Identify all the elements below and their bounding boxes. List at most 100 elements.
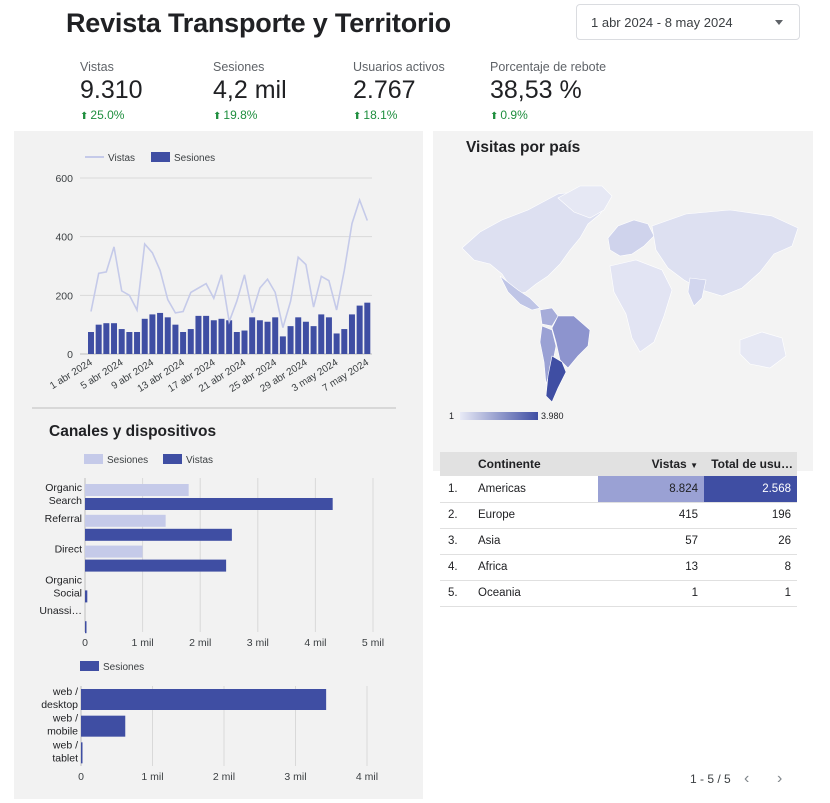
sesiones-bar: [249, 317, 256, 354]
sesiones-bar: [164, 317, 171, 354]
legend-sesiones-swatch: [151, 152, 170, 162]
y-tick-label: 200: [55, 290, 73, 302]
sesiones-bar: [287, 326, 294, 354]
kpi-label: Vistas: [80, 60, 114, 74]
map-region-australia[interactable]: [739, 331, 787, 369]
sesiones-bar: [126, 332, 133, 354]
vistas-series-line: [90, 197, 369, 328]
arrow-up-icon: ⬆: [80, 111, 89, 122]
arrow-up-icon: ⬆: [213, 111, 222, 122]
row-views: 57: [598, 528, 704, 555]
map-region-india[interactable]: [687, 277, 707, 307]
header-total-usuarios[interactable]: Total de usu…: [704, 452, 797, 476]
arrow-up-icon: ⬆: [490, 111, 499, 122]
row-continent: Asia: [472, 528, 598, 555]
kpi-label: Porcentaje de rebote: [490, 60, 607, 74]
table-row[interactable]: 2. Europe 415 196: [440, 502, 797, 529]
kpi-delta-value: 18.1%: [363, 108, 398, 122]
table-row[interactable]: 1. Americas 8.824 2.568: [440, 476, 797, 503]
channels-title: Canales y dispositivos: [49, 423, 217, 440]
sesiones-bar: [325, 317, 332, 354]
row-users: 26: [704, 528, 797, 555]
row-views: 13: [598, 554, 704, 581]
sesiones-bar: [364, 302, 371, 354]
sesiones-bar: [203, 315, 210, 354]
sesiones-bar: [172, 324, 179, 354]
sesiones-bar: [295, 317, 302, 354]
sesiones-bar: [279, 336, 286, 354]
y-tick-label: 600: [55, 173, 73, 185]
row-index: 3.: [440, 528, 472, 555]
sesiones-bar: [333, 333, 340, 354]
sesiones-bar: [264, 321, 271, 354]
sesiones-bar: [341, 329, 348, 354]
date-range-picker[interactable]: 1 abr 2024 - 8 may 2024: [576, 4, 800, 40]
table-row[interactable]: 4. Africa 13 8: [440, 554, 797, 581]
map-region-mexico[interactable]: [499, 275, 541, 311]
sesiones-bar: [103, 323, 110, 354]
map-region-europe[interactable]: [607, 219, 655, 257]
map-region-argentina[interactable]: [545, 355, 567, 403]
world-map[interactable]: [440, 180, 805, 410]
row-index: 1.: [440, 476, 472, 503]
sesiones-bar: [272, 317, 279, 354]
header-continente[interactable]: Continente: [472, 452, 598, 476]
chevron-right-icon[interactable]: ›: [777, 770, 783, 787]
row-views: 1: [598, 580, 704, 607]
date-range-value: 1 abr 2024 - 8 may 2024: [591, 14, 733, 30]
table-row[interactable]: 3. Asia 57 26: [440, 528, 797, 555]
row-continent: Oceania: [472, 580, 598, 607]
row-users: 196: [704, 502, 797, 529]
y-tick-label: 0: [67, 349, 73, 361]
row-users: 2.568: [704, 476, 797, 503]
kpi-delta-value: 0.9%: [500, 108, 528, 122]
table-row[interactable]: 5. Oceania 1 1: [440, 580, 797, 607]
sesiones-bar: [157, 312, 164, 354]
legend-vistas-label: Vistas: [108, 153, 135, 164]
map-region-asia[interactable]: [651, 209, 799, 297]
kpi-value: 4,2 mil: [213, 76, 287, 104]
sesiones-bar: [195, 315, 202, 354]
arrow-up-icon: ⬆: [353, 111, 362, 122]
sesiones-bar: [226, 320, 233, 354]
row-continent: Europe: [472, 502, 598, 529]
sesiones-bar: [95, 324, 102, 354]
sesiones-bar: [111, 323, 118, 354]
map-region-greenland[interactable]: [557, 185, 613, 219]
kpi-delta: ⬆ 0.9%: [490, 108, 606, 122]
map-title: Visitas por país: [466, 139, 581, 156]
row-views: 415: [598, 502, 704, 529]
chevron-left-icon[interactable]: ‹: [744, 770, 750, 787]
row-index: 4.: [440, 554, 472, 581]
legend-gradient: [460, 412, 538, 420]
row-users: 1: [704, 580, 797, 607]
kpi-delta: ⬆ 25.0%: [80, 108, 143, 122]
map-region-africa[interactable]: [609, 259, 673, 353]
map-region-colombia[interactable]: [539, 307, 559, 327]
continent-table: Continente Vistas ▼ Total de usu… 1. Amer…: [440, 452, 797, 607]
sesiones-bar: [88, 332, 94, 354]
row-index: 5.: [440, 580, 472, 607]
sesiones-bar: [218, 318, 225, 354]
sesiones-bar: [348, 314, 355, 354]
sort-desc-icon: ▼: [690, 461, 698, 470]
kpi-sesiones: Sesiones 4,2 mil ⬆ 19.8%: [213, 60, 287, 122]
sesiones-bar: [310, 326, 317, 354]
sesiones-bar: [118, 329, 125, 354]
header-vistas[interactable]: Vistas ▼: [598, 452, 704, 476]
kpi-delta-value: 25.0%: [90, 108, 125, 122]
sesiones-bar: [180, 332, 187, 354]
legend-max-label: 3.980: [541, 411, 564, 421]
kpi-porcentaje-rebote: Porcentaje de rebote 38,53 % ⬆ 0.9%: [490, 60, 606, 122]
row-continent: Africa: [472, 554, 598, 581]
kpi-label: Sesiones: [213, 60, 265, 74]
map-region-north-america[interactable]: [461, 189, 611, 295]
kpi-delta: ⬆ 19.8%: [213, 108, 287, 122]
row-continent: Americas: [472, 476, 598, 503]
kpi-value: 9.310: [80, 76, 143, 104]
row-views: 8.824: [598, 476, 704, 503]
map-region-brazil[interactable]: [551, 315, 591, 369]
sesiones-bar: [356, 305, 363, 354]
kpi-delta: ⬆ 18.1%: [353, 108, 445, 122]
table-header-row: Continente Vistas ▼ Total de usu…: [440, 452, 797, 476]
